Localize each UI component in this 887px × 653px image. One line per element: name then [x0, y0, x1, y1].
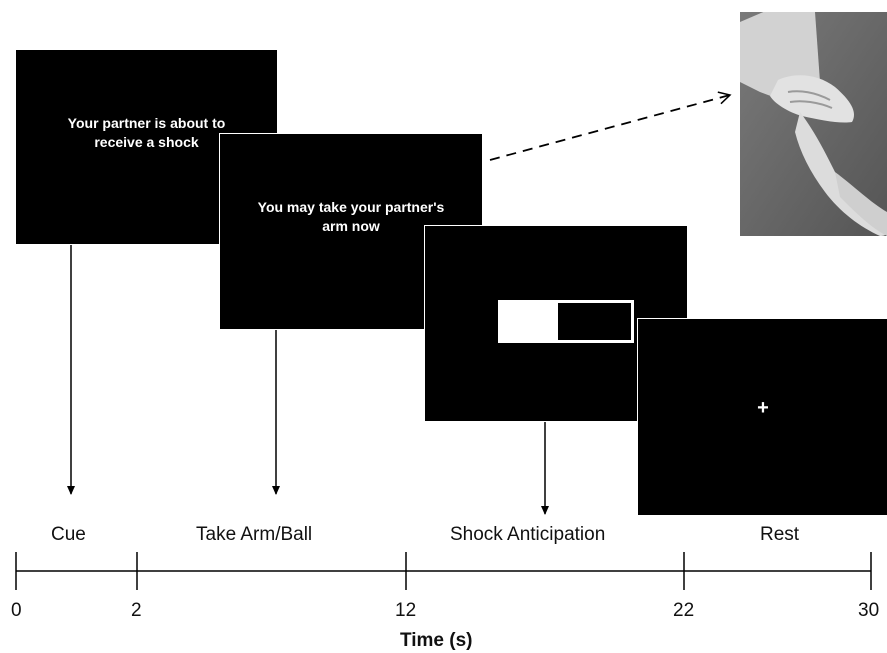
- fixation-cross: +: [757, 397, 769, 419]
- phase-label-cue: Cue: [51, 524, 86, 545]
- tick-label-0: 0: [11, 600, 22, 621]
- phase-label-shock-anticipation: Shock Anticipation: [450, 524, 606, 545]
- tick-label-30: 30: [858, 600, 880, 621]
- hand-holding-arm-photo: [740, 12, 887, 236]
- phase-label-rest: Rest: [760, 524, 800, 545]
- rest-screen: +: [637, 318, 887, 516]
- tick-label-22: 22: [673, 600, 695, 621]
- dashed-arrow-icon: [489, 91, 732, 161]
- phase-label-take-arm-ball: Take Arm/Ball: [196, 524, 313, 545]
- tick-label-2: 2: [131, 600, 142, 621]
- progress-bar-fill: [501, 303, 558, 340]
- cue-screen-text: Your partner is about to receive a shock: [67, 115, 226, 150]
- take-arm-screen-text: You may take your partner's arm now: [257, 199, 445, 234]
- axis-title: Time (s): [400, 630, 473, 651]
- progress-bar: [498, 300, 634, 343]
- tick-label-12: 12: [395, 600, 417, 621]
